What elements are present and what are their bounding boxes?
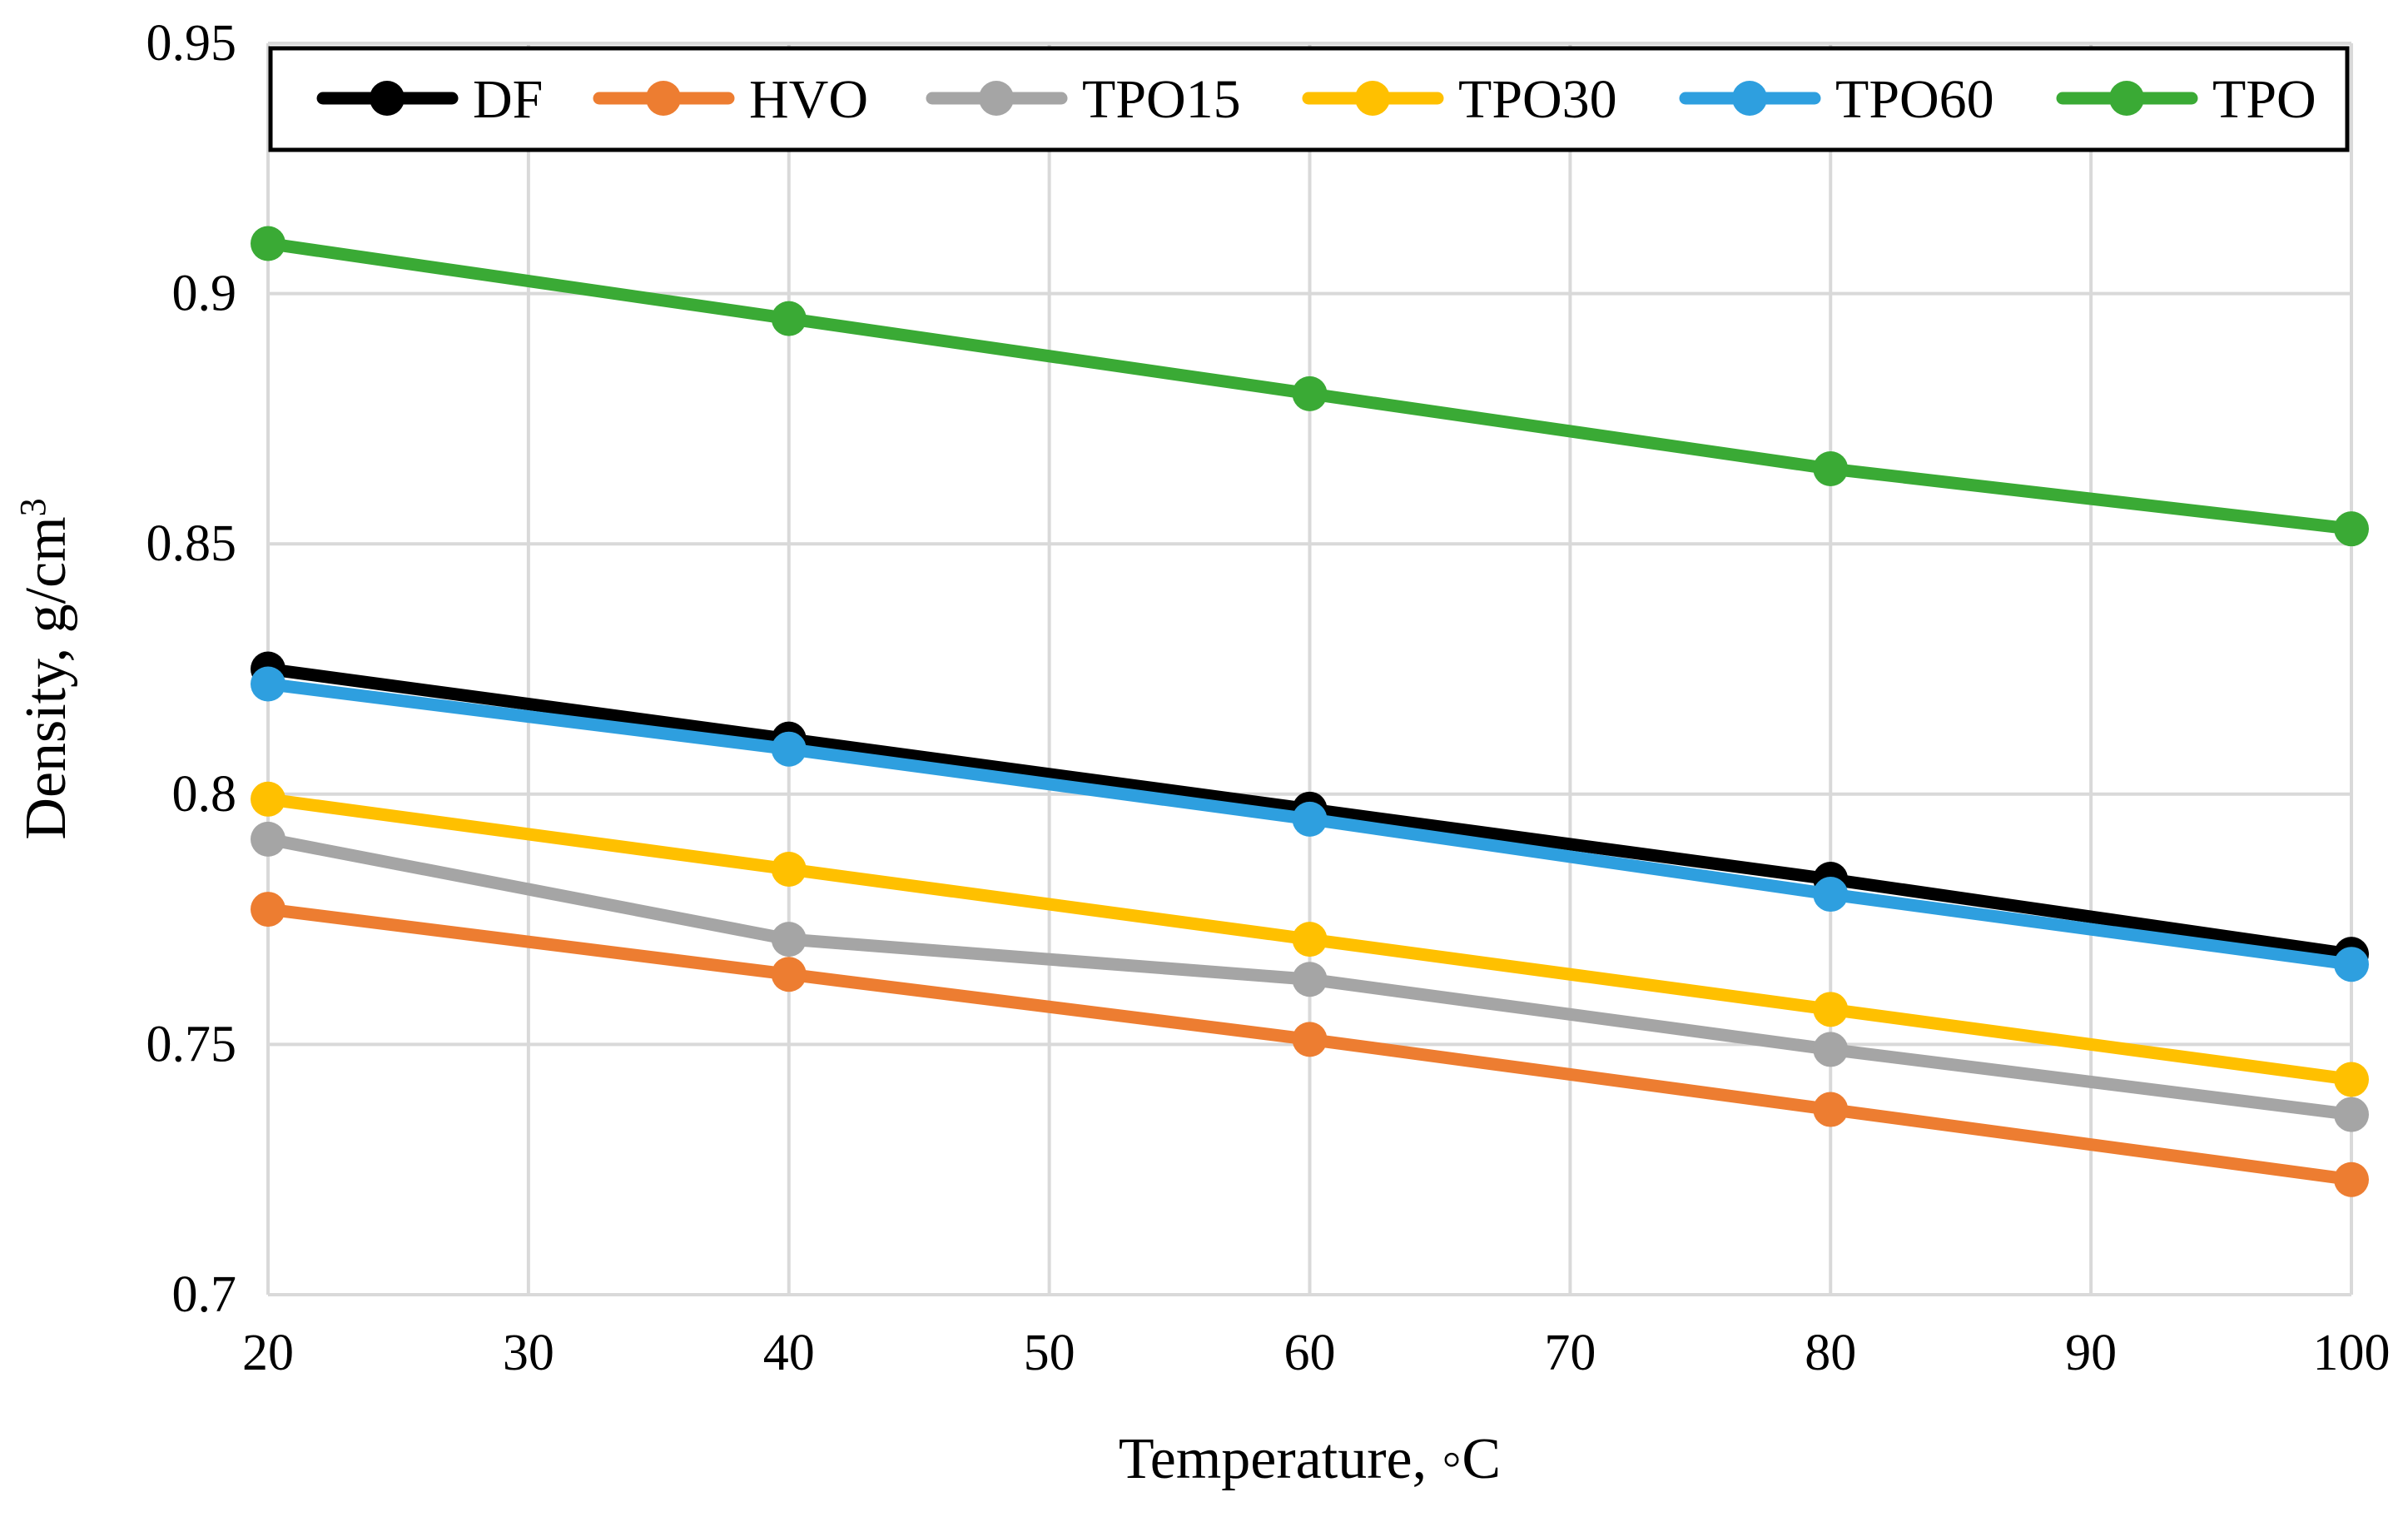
data-point-tpo30 — [771, 851, 807, 887]
data-point-tpo — [2334, 511, 2369, 547]
legend-item-df: DF — [316, 69, 543, 130]
legend-swatch-marker — [1355, 81, 1390, 116]
data-point-hvo — [2334, 1161, 2369, 1197]
legend-swatch-marker — [646, 81, 681, 116]
data-point-tpo60 — [771, 731, 807, 767]
series-tpo60 — [251, 666, 2369, 982]
legend-swatch-marker — [979, 81, 1014, 116]
y-axis-title-main: Density, g/cm — [14, 516, 78, 839]
data-point-hvo — [771, 957, 807, 992]
data-point-tpo15 — [771, 922, 807, 957]
legend-item-tpo15: TPO15 — [926, 69, 1241, 130]
x-tick-labels: 20 30 40 50 60 70 80 90 100 — [242, 1325, 2391, 1381]
legend-label: TPO30 — [1458, 69, 1617, 130]
x-tick-label: 60 — [1284, 1325, 1336, 1381]
data-point-tpo15 — [251, 821, 285, 857]
legend-label: TPO — [2212, 69, 2316, 130]
series-tpo — [251, 226, 2369, 547]
legend-item-tpo30: TPO30 — [1302, 69, 1617, 130]
data-point-tpo30 — [1292, 922, 1328, 957]
series-hvo — [251, 892, 2369, 1197]
data-point-tpo — [771, 301, 807, 336]
data-point-hvo — [251, 892, 285, 928]
legend-item-tpo60: TPO60 — [1679, 69, 1994, 130]
gridlines — [266, 42, 2353, 1296]
legend-label: DF — [473, 69, 543, 130]
x-tick-label: 90 — [2065, 1325, 2117, 1381]
data-point-tpo60 — [1813, 877, 1849, 913]
x-tick-label: 80 — [1805, 1325, 1856, 1381]
data-point-hvo — [1292, 1022, 1328, 1057]
legend-item-hvo: HVO — [593, 69, 868, 130]
y-tick-labels: 0.7 0.75 0.8 0.85 0.9 0.95 — [146, 15, 237, 1323]
x-tick-label: 20 — [242, 1325, 294, 1381]
y-tick-label: 0.95 — [146, 15, 237, 72]
data-point-tpo30 — [2334, 1062, 2369, 1097]
x-tick-label: 70 — [1544, 1325, 1596, 1381]
y-tick-label: 0.75 — [146, 1016, 237, 1072]
data-point-tpo15 — [1813, 1032, 1849, 1067]
y-tick-label: 0.7 — [172, 1266, 237, 1323]
data-point-tpo — [1813, 451, 1849, 487]
data-point-tpo — [251, 226, 285, 261]
legend-items: DF HVO TPO15 TPO30 TPO60 TPO — [316, 69, 2316, 130]
x-tick-label: 30 — [503, 1325, 554, 1381]
y-axis-title: Density, g/cm3 — [12, 498, 79, 839]
legend-swatch-marker — [370, 81, 405, 116]
data-point-tpo60 — [1292, 801, 1328, 837]
y-tick-label: 0.8 — [172, 766, 237, 823]
data-point-tpo15 — [1292, 962, 1328, 997]
legend-label: TPO15 — [1082, 69, 1241, 130]
x-tick-label: 50 — [1024, 1325, 1075, 1381]
x-tick-label: 100 — [2313, 1325, 2391, 1381]
y-axis-title-superscript: 3 — [12, 498, 53, 516]
legend: DF HVO TPO15 TPO30 TPO60 TPO — [268, 46, 2350, 152]
data-point-tpo — [1292, 376, 1328, 411]
legend-swatch-marker — [1732, 81, 1767, 116]
data-point-tpo30 — [251, 781, 285, 817]
data-point-tpo60 — [251, 666, 285, 702]
data-point-tpo15 — [2334, 1097, 2369, 1132]
y-tick-label: 0.85 — [146, 515, 237, 572]
data-point-tpo60 — [2334, 947, 2369, 982]
data-point-tpo30 — [1813, 992, 1849, 1027]
legend-item-tpo: TPO — [2056, 69, 2316, 130]
legend-swatch-marker — [2109, 81, 2144, 116]
x-axis-title: Temperature, ◦C — [1119, 1427, 1501, 1491]
legend-label: HVO — [749, 69, 868, 130]
series-lines — [251, 226, 2369, 1197]
y-tick-label: 0.9 — [172, 266, 237, 322]
x-tick-label: 40 — [763, 1325, 815, 1381]
series-tpo15 — [251, 821, 2369, 1132]
series-tpo30 — [251, 781, 2369, 1097]
data-point-hvo — [1813, 1092, 1849, 1127]
legend-label: TPO60 — [1835, 69, 1994, 130]
